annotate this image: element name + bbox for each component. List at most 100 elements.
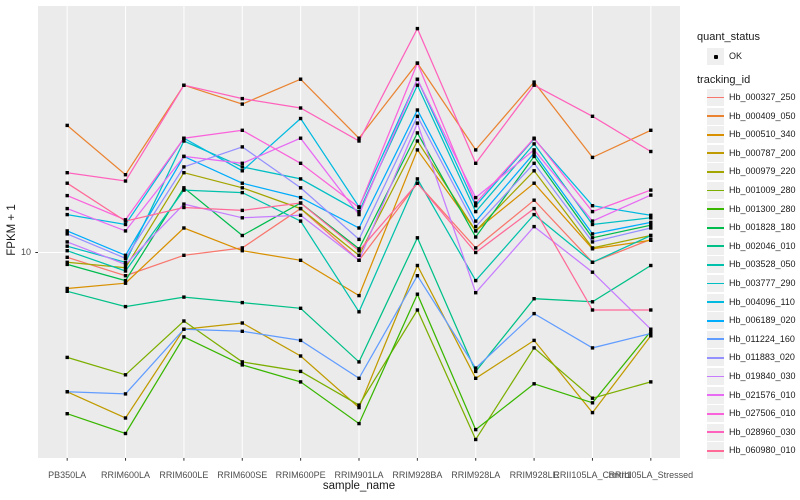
legend-line-icon <box>707 319 724 322</box>
data-point <box>240 169 244 173</box>
legend-line-icon <box>707 226 724 229</box>
data-point <box>649 188 653 192</box>
data-point <box>240 186 244 190</box>
data-point <box>357 205 361 210</box>
data-point <box>415 121 420 125</box>
legend-key-ok <box>707 48 724 65</box>
data-point <box>182 205 186 210</box>
legend-line-icon <box>707 357 724 359</box>
legend-label-Hb_021576_010: Hb_021576_010 <box>729 389 796 400</box>
x-tick-label-RRIM600LE: RRIM600LE <box>159 470 209 480</box>
data-point <box>415 236 420 240</box>
point-markers <box>65 26 653 442</box>
x-tick-label-RRIM600LA: RRIM600LA <box>101 470 151 480</box>
data-point <box>182 139 186 143</box>
legend-line-icon <box>707 375 724 378</box>
data-point <box>240 145 244 149</box>
data-point <box>240 102 244 106</box>
data-point <box>357 293 361 298</box>
legend-label-Hb_060980_010: Hb_060980_010 <box>729 445 796 456</box>
data-point <box>474 250 478 255</box>
data-point <box>240 321 244 325</box>
legend-line-icon <box>707 338 724 341</box>
data-point <box>474 376 478 380</box>
data-point <box>532 212 536 217</box>
data-point <box>65 240 69 244</box>
data-point <box>240 208 244 213</box>
data-point <box>649 213 653 217</box>
data-point <box>65 249 69 253</box>
data-point <box>298 354 303 358</box>
data-point <box>298 161 303 165</box>
legend-label-Hb_011224_160: Hb_011224_160 <box>729 333 795 344</box>
legend-line-icon <box>707 133 724 136</box>
data-point <box>240 300 244 305</box>
data-point <box>240 181 244 185</box>
ok-point-icon <box>713 54 718 59</box>
data-point <box>649 220 653 225</box>
y-axis-title: FPKM + 1 <box>6 204 18 256</box>
data-point <box>590 232 595 236</box>
data-point <box>532 80 536 84</box>
data-point <box>182 295 186 299</box>
legend-line-icon <box>707 412 724 415</box>
data-point <box>357 139 361 143</box>
data-point <box>357 405 361 410</box>
data-point <box>590 396 595 400</box>
legend-line-icon <box>707 282 724 285</box>
legend-line-icon <box>707 189 724 192</box>
legend-key-Hb_000510_340 <box>707 126 724 144</box>
data-point <box>649 334 653 338</box>
legend-key-Hb_002046_010 <box>707 237 724 255</box>
data-point <box>240 128 244 132</box>
legend-label-Hb_002046_010: Hb_002046_010 <box>729 240 796 251</box>
x-tick-label-RRIM928LE: RRIM928LE <box>509 470 559 480</box>
legend-key-Hb_000787_200 <box>707 144 724 162</box>
legend-label-Hb_000409_050: Hb_000409_050 <box>729 110 796 121</box>
data-point <box>298 106 303 110</box>
data-point <box>298 136 303 140</box>
data-point <box>590 410 595 415</box>
legend-key-Hb_001300_280 <box>707 200 724 218</box>
data-point <box>65 262 69 267</box>
legend-title-quant-status: quant_status <box>697 31 760 43</box>
data-point <box>532 224 536 229</box>
data-point <box>298 258 303 262</box>
data-point <box>240 363 244 367</box>
data-point <box>415 274 420 278</box>
data-point <box>123 373 128 377</box>
data-point <box>532 136 536 140</box>
data-point <box>649 128 653 132</box>
data-point <box>474 204 478 208</box>
data-point <box>65 289 69 293</box>
data-point <box>298 186 303 190</box>
data-point <box>298 338 303 343</box>
data-point <box>415 263 420 268</box>
data-point <box>590 240 595 244</box>
legend-label-Hb_003528_050: Hb_003528_050 <box>729 259 796 270</box>
legend-key-Hb_019840_030 <box>707 368 724 385</box>
data-point <box>65 412 69 416</box>
data-point <box>182 319 186 323</box>
data-point <box>532 382 536 386</box>
data-point <box>474 369 478 374</box>
data-point <box>590 114 595 118</box>
data-point <box>65 260 69 264</box>
data-point <box>182 136 186 140</box>
data-point <box>415 61 420 65</box>
legend-key-Hb_004096_110 <box>707 293 724 311</box>
data-point <box>532 83 536 87</box>
legend-key-Hb_011883_020 <box>707 349 724 367</box>
data-point <box>532 297 536 301</box>
data-point <box>123 416 128 420</box>
data-point <box>474 235 478 239</box>
data-point <box>415 181 420 185</box>
data-point <box>65 123 69 128</box>
legend-line-icon <box>707 96 724 99</box>
data-point <box>298 206 303 211</box>
x-tick-label-RRII105LA_Stressed: RRII105LA_Stressed <box>608 470 694 480</box>
data-point <box>357 136 361 140</box>
data-point <box>474 219 478 223</box>
